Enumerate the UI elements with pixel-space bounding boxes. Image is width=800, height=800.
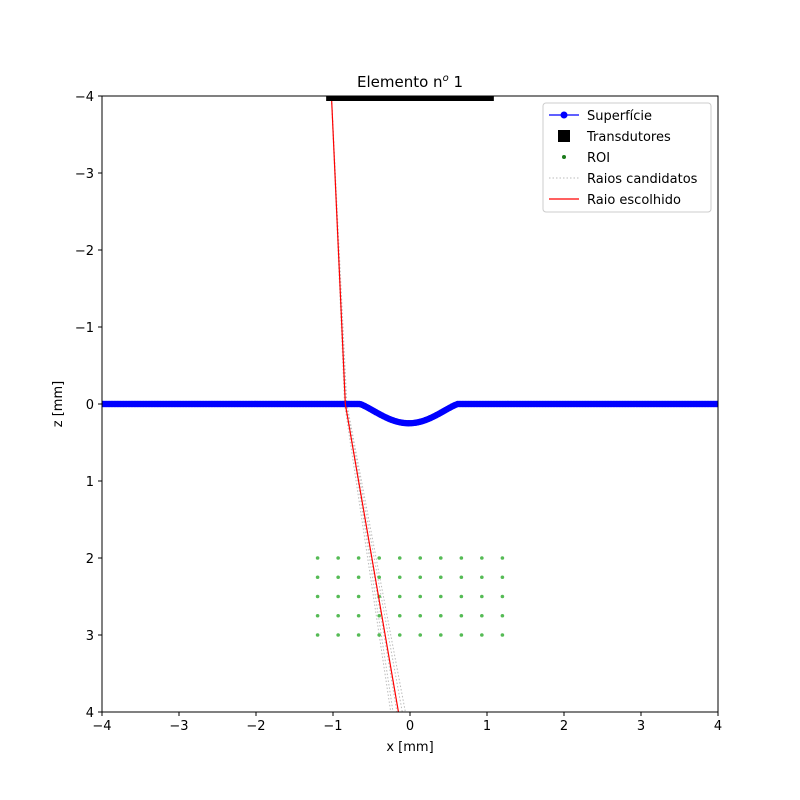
chosen-ray-series (330, 96, 400, 712)
roi-point (500, 594, 505, 599)
y-tick-label: −4 (75, 90, 94, 105)
roi-point (356, 556, 361, 560)
y-tick-label: 2 (86, 552, 94, 567)
y-tick-label: −3 (75, 167, 94, 182)
roi-point (480, 575, 484, 580)
y-axis: −4 −3 −2 −1 0 1 2 3 4 (75, 90, 102, 721)
legend-label: Superfície (587, 109, 652, 124)
roi-point (418, 556, 423, 560)
roi-point (336, 594, 340, 599)
surface-series (102, 400, 718, 427)
roi-point (356, 575, 361, 580)
roi-point (397, 613, 402, 618)
x-tick-label: −2 (246, 719, 265, 734)
roi-point (439, 594, 443, 599)
roi-point (459, 556, 464, 560)
roi-point (418, 594, 423, 599)
y-tick-label: 0 (86, 398, 94, 413)
roi-point (500, 633, 505, 637)
chart-title-tail: 1 (449, 73, 463, 91)
chosen-ray-line (330, 96, 400, 712)
x-tick-label: 4 (714, 719, 722, 734)
roi-point (439, 556, 443, 560)
roi-point (336, 633, 340, 637)
legend-label: Raios candidatos (587, 172, 698, 187)
legend: Superfície Transdutores ROI Raios candidato… (542, 102, 712, 213)
x-tick-label: −1 (323, 719, 342, 734)
legend-label: ROI (587, 151, 610, 166)
roi-point (356, 613, 361, 618)
roi-point (377, 633, 382, 637)
roi-point (336, 613, 340, 618)
x-tick-label: 0 (406, 719, 414, 734)
roi-point (315, 594, 320, 599)
roi-point (336, 575, 340, 580)
roi-point (377, 613, 382, 618)
roi-point (500, 575, 505, 580)
x-tick-label: −4 (92, 719, 111, 734)
legend-roi-marker (562, 155, 566, 159)
y-tick-label: 3 (86, 629, 94, 644)
x-tick-label: 2 (560, 719, 568, 734)
roi-point (377, 575, 382, 580)
roi-point (418, 575, 423, 580)
roi-point (459, 613, 464, 618)
roi-point (397, 575, 402, 580)
legend-entry-transducers: Transdutores (558, 130, 671, 145)
transducer-marker (487, 96, 494, 101)
chart-title: Elemento no 1 (357, 73, 463, 91)
roi-point (459, 575, 464, 580)
roi-series (315, 556, 505, 637)
roi-point (315, 556, 320, 560)
y-tick-label: −2 (75, 244, 94, 259)
roi-point (315, 575, 320, 580)
y-axis-label: z [mm] (51, 381, 66, 427)
roi-point (418, 633, 423, 637)
roi-point (480, 594, 484, 599)
roi-point (315, 613, 320, 618)
roi-point (356, 594, 361, 599)
y-tick-label: −1 (75, 321, 94, 336)
roi-point (397, 594, 402, 599)
roi-point (480, 556, 484, 560)
legend-label: Transdutores (586, 130, 671, 145)
roi-point (480, 613, 484, 618)
y-tick-label: 4 (86, 706, 94, 721)
x-tick-label: −3 (169, 719, 188, 734)
roi-point (439, 613, 443, 618)
roi-point (418, 613, 423, 618)
y-tick-label: 1 (86, 475, 94, 490)
roi-point (500, 613, 505, 618)
roi-point (315, 633, 320, 637)
roi-point (439, 633, 443, 637)
x-tick-label: 3 (637, 719, 645, 734)
legend-label: Raio escolhido (587, 193, 681, 208)
legend-entry-candidates: Raios candidatos (549, 172, 698, 187)
chart-title-superscript: o (443, 73, 449, 84)
x-axis: −4 −3 −2 −1 0 1 2 3 4 (92, 712, 722, 734)
roi-point (459, 594, 464, 599)
plot-area (102, 96, 718, 712)
x-tick-label: 1 (483, 719, 491, 734)
legend-entry-surface: Superfície (549, 109, 652, 124)
roi-point (397, 633, 402, 637)
roi-point (459, 633, 464, 637)
transducer-series (326, 96, 494, 101)
legend-box (542, 102, 712, 213)
legend-transducer-marker (558, 130, 570, 142)
roi-point (480, 633, 484, 637)
surface-point (714, 400, 718, 408)
roi-point (377, 556, 382, 560)
roi-point (397, 556, 402, 560)
roi-point (336, 556, 340, 560)
x-axis-label: x [mm] (386, 740, 433, 755)
legend-entry-chosen: Raio escolhido (549, 193, 681, 208)
legend-entry-roi: ROI (562, 151, 610, 166)
roi-point (356, 633, 361, 637)
roi-point (500, 556, 505, 560)
chart-title-main: Elemento n (357, 73, 443, 91)
roi-point (439, 575, 443, 580)
legend-surface-marker (560, 111, 568, 119)
